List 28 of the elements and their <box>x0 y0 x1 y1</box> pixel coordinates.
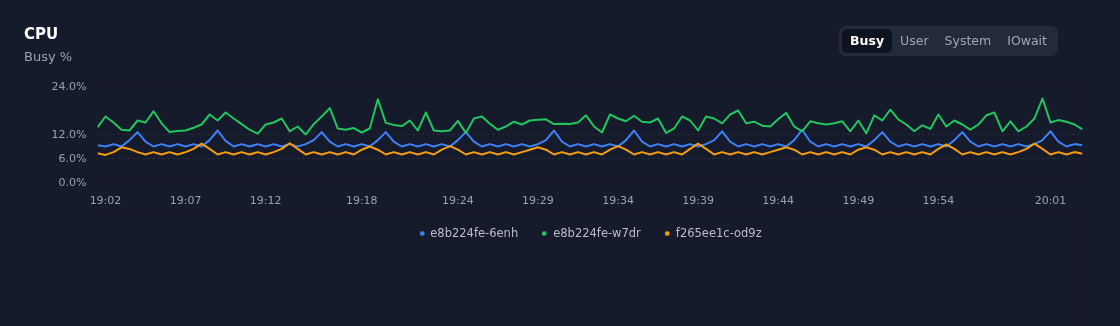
x-tick-label: 19:07 <box>169 193 202 207</box>
text: IOwait <box>1006 32 1048 50</box>
x-tick-label: 19:34 <box>602 193 634 207</box>
x-tick-label: 19:24 <box>442 193 474 207</box>
y-tick-label: 24.0% <box>51 80 87 93</box>
text: Busy <box>842 29 893 53</box>
x-tick-label: 19:18 <box>345 193 378 207</box>
legend-label: f265ee1c-od9z <box>675 226 762 240</box>
chart-title: CPU <box>24 24 59 45</box>
y-tick-label: 0.0% <box>58 176 87 189</box>
x-tick-label: 19:39 <box>682 193 714 207</box>
line-series <box>97 97 1083 136</box>
x-tick-label: 19:29 <box>522 193 554 207</box>
x-tick-label: 19:54 <box>922 193 955 207</box>
line-series <box>97 128 1083 148</box>
text: User <box>899 32 930 50</box>
chart-subtitle: Busy % <box>24 48 73 66</box>
x-tick-label: 19:44 <box>762 193 795 207</box>
x-tick-label: 19:49 <box>842 193 875 207</box>
y-tick-label: 6.0% <box>58 152 87 165</box>
legend-label: e8b224fe-w7dr <box>553 226 641 240</box>
x-tick-label: 19:12 <box>249 193 282 207</box>
line-series <box>97 142 1083 156</box>
y-tick-label: 12.0% <box>51 128 87 141</box>
legend-label: e8b224fe-6enh <box>430 226 519 240</box>
x-tick-label: 20:01 <box>1034 193 1067 207</box>
x-tick-label: 19:02 <box>89 193 122 207</box>
text: System <box>943 32 993 50</box>
